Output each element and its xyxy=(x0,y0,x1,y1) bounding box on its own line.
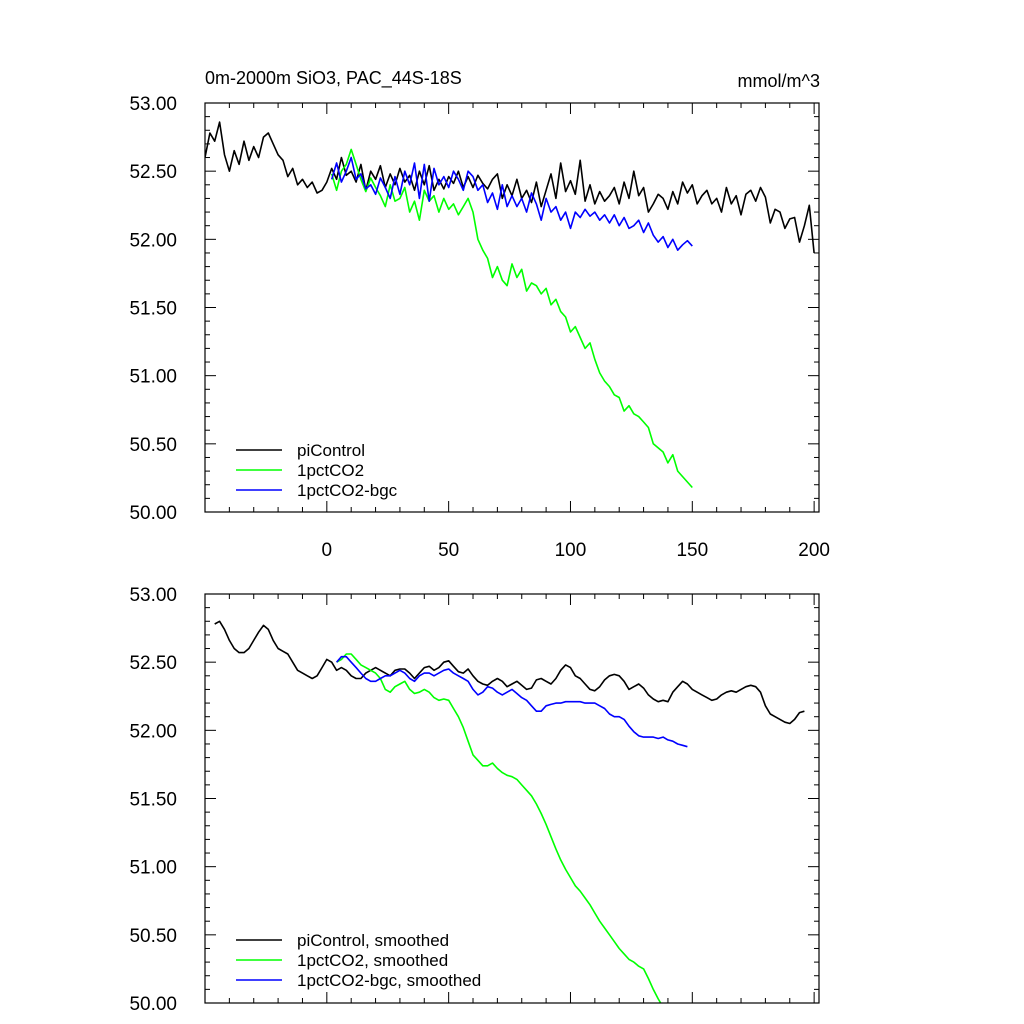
y-tick-label: 50.00 xyxy=(129,503,177,524)
y-tick-label: 52.00 xyxy=(129,230,177,251)
y-tick-label: 51.00 xyxy=(129,858,177,879)
legend-label: 1pctCO2-bgc, smoothed xyxy=(297,971,481,990)
series-line-3 xyxy=(335,655,688,748)
y-tick-label: 53.00 xyxy=(129,94,177,115)
y-tick-label: 52.50 xyxy=(129,162,177,183)
x-tick-label: 0 xyxy=(322,540,333,561)
y-tick-label: 52.00 xyxy=(129,721,177,742)
y-tick-label: 51.50 xyxy=(129,299,177,320)
x-tick-label: 150 xyxy=(676,540,708,561)
series-line-2 xyxy=(330,148,693,489)
legend-label: 1pctCO2, smoothed xyxy=(297,951,448,970)
series-line-1 xyxy=(205,121,815,254)
y-tick-label: 52.50 xyxy=(129,653,177,674)
chart-title: 0m-2000m SiO3, PAC_44S-18S xyxy=(205,68,462,89)
y-tick-label: 53.00 xyxy=(129,585,177,606)
series-line-3 xyxy=(330,156,693,251)
x-tick-label: 200 xyxy=(798,540,830,561)
legend-label: 1pctCO2-bgc xyxy=(297,481,398,500)
series-line-1 xyxy=(214,620,805,725)
top-panel: 50.00 50.50 51.00 51.50 52.00 52.50 53.00 0 50 10… xyxy=(129,94,830,561)
series-line-2 xyxy=(336,653,662,1003)
y-tick-label: 50.00 xyxy=(129,994,177,1015)
y-tick-label: 51.00 xyxy=(129,367,177,388)
legend-label: piControl xyxy=(297,441,365,460)
units-label: mmol/m^3 xyxy=(738,71,820,91)
y-tick-label: 51.50 xyxy=(129,790,177,811)
bottom-panel: 50.00 50.50 51.00 51.50 52.00 52.50 53.00 piCon… xyxy=(129,585,820,1015)
y-tick-label: 50.50 xyxy=(129,435,177,456)
y-tick-label: 50.50 xyxy=(129,926,177,947)
legend-label: 1pctCO2 xyxy=(297,461,364,480)
x-tick-label: 100 xyxy=(555,540,587,561)
x-tick-label: 50 xyxy=(438,540,459,561)
legend-label: piControl, smoothed xyxy=(297,931,449,950)
